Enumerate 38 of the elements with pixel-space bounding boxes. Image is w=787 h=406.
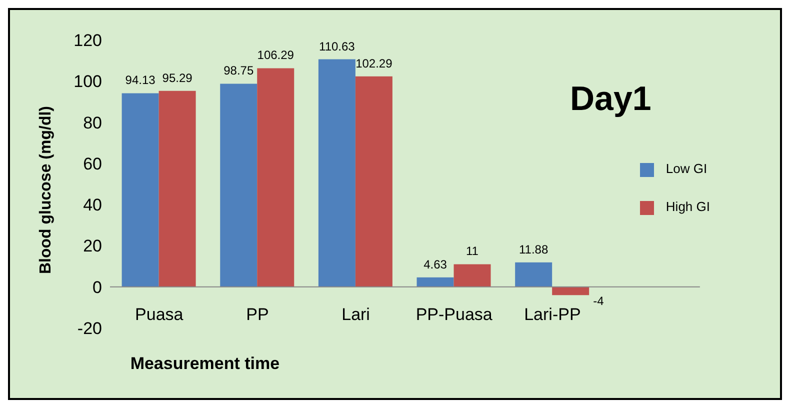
y-tick-label: 0 xyxy=(92,278,102,297)
data-label: 98.75 xyxy=(224,64,254,78)
y-tick-label: 120 xyxy=(74,31,102,50)
bar xyxy=(355,76,392,287)
y-tick-label: 100 xyxy=(74,72,102,92)
bar xyxy=(454,264,491,287)
bar xyxy=(416,277,454,287)
data-label: -4 xyxy=(593,294,604,308)
data-label: 11.88 xyxy=(519,242,548,256)
data-label: 106.29 xyxy=(257,48,294,62)
data-label: 102.29 xyxy=(356,56,393,70)
x-tick-label: Lari-PP xyxy=(524,305,581,324)
bar xyxy=(318,59,356,287)
legend-label: High GI xyxy=(666,199,710,214)
data-label: 4.63 xyxy=(424,257,448,272)
x-tick-label: PP xyxy=(246,305,269,324)
x-tick-label: Lari xyxy=(342,305,370,324)
data-label: 110.63 xyxy=(319,39,356,54)
y-axis-title: Blood glucose (mg/dl) xyxy=(38,106,55,274)
x-axis-title: Measurement time xyxy=(130,354,280,373)
data-label: 11 xyxy=(466,244,479,258)
text: Day1 xyxy=(570,80,652,119)
legend-label: Low GI xyxy=(666,161,708,176)
y-tick-label: -20 xyxy=(77,319,102,338)
bar xyxy=(158,90,196,287)
y-tick-label: 80 xyxy=(83,113,102,132)
y-tick-label: 20 xyxy=(83,236,102,256)
bar xyxy=(257,68,294,287)
x-tick-label: PP-Puasa xyxy=(416,305,493,324)
bar xyxy=(552,286,590,296)
x-tick-label: Puasa xyxy=(135,305,184,324)
data-label: 95.29 xyxy=(162,70,193,85)
y-tick-label: 60 xyxy=(83,154,102,174)
y-tick-label: 40 xyxy=(83,196,102,215)
bar xyxy=(220,84,258,287)
data-label: 94.13 xyxy=(125,73,156,88)
bar xyxy=(515,262,552,287)
bar xyxy=(122,93,159,287)
